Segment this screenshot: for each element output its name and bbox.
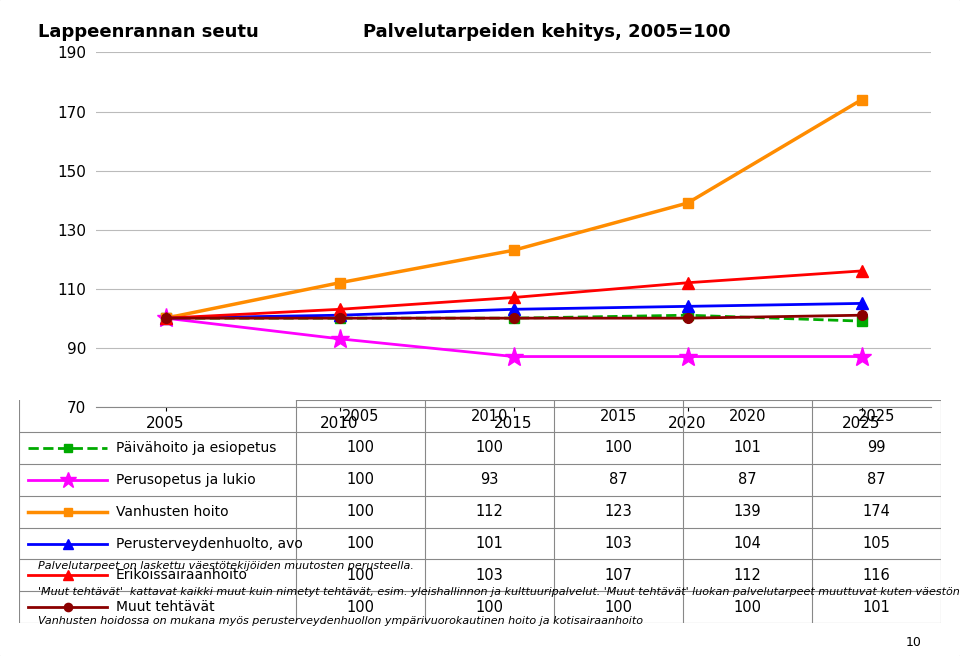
Text: Lappeenrannan seutu: Lappeenrannan seutu bbox=[38, 23, 259, 41]
Text: Päivähoito ja esiopetus: Päivähoito ja esiopetus bbox=[116, 441, 276, 455]
Text: Vanhusten hoito: Vanhusten hoito bbox=[116, 504, 228, 519]
Text: 104: 104 bbox=[733, 536, 761, 551]
Text: 100: 100 bbox=[347, 568, 374, 583]
Text: 100: 100 bbox=[475, 440, 503, 455]
Text: 103: 103 bbox=[475, 568, 503, 583]
Text: 101: 101 bbox=[733, 440, 761, 455]
Text: Palvelutarpeiden kehitys, 2005=100: Palvelutarpeiden kehitys, 2005=100 bbox=[364, 23, 731, 41]
Text: Erikoissairaanhoito: Erikoissairaanhoito bbox=[116, 568, 248, 583]
Text: 100: 100 bbox=[347, 504, 374, 519]
Text: 'Muut tehtävät'  kattavat kaikki muut kuin nimetyt tehtävät, esim. yleishallinno: 'Muut tehtävät' kattavat kaikki muut kui… bbox=[38, 587, 960, 597]
Text: 2025: 2025 bbox=[857, 409, 895, 424]
Text: 123: 123 bbox=[605, 504, 632, 519]
Text: 2020: 2020 bbox=[729, 409, 766, 424]
Text: Perusopetus ja lukio: Perusopetus ja lukio bbox=[116, 473, 255, 487]
Text: 2015: 2015 bbox=[600, 409, 636, 424]
Text: 101: 101 bbox=[862, 600, 890, 615]
Text: 139: 139 bbox=[733, 504, 761, 519]
Text: 100: 100 bbox=[733, 600, 761, 615]
Text: 100: 100 bbox=[347, 600, 374, 615]
Text: 116: 116 bbox=[862, 568, 890, 583]
Text: 112: 112 bbox=[733, 568, 761, 583]
Text: 100: 100 bbox=[604, 600, 633, 615]
Text: 100: 100 bbox=[475, 600, 503, 615]
Text: 105: 105 bbox=[862, 536, 890, 551]
Text: Muut tehtävät: Muut tehtävät bbox=[116, 600, 215, 614]
Text: 99: 99 bbox=[867, 440, 885, 455]
Text: Palvelutarpeet on laskettu väestötekijöiden muutosten perusteella.: Palvelutarpeet on laskettu väestötekijöi… bbox=[38, 561, 415, 571]
Text: 174: 174 bbox=[862, 504, 890, 519]
Text: 87: 87 bbox=[867, 472, 886, 487]
Text: 2005: 2005 bbox=[342, 409, 379, 424]
Text: 100: 100 bbox=[604, 440, 633, 455]
Text: 87: 87 bbox=[738, 472, 756, 487]
Text: 101: 101 bbox=[475, 536, 503, 551]
Text: 2010: 2010 bbox=[470, 409, 508, 424]
Text: 103: 103 bbox=[605, 536, 632, 551]
Text: 112: 112 bbox=[475, 504, 503, 519]
Text: 100: 100 bbox=[347, 472, 374, 487]
Text: 107: 107 bbox=[604, 568, 633, 583]
Text: Vanhusten hoidossa on mukana myös perusterveydenhuollon ympärivuorokautinen hoit: Vanhusten hoidossa on mukana myös perust… bbox=[38, 617, 643, 626]
Text: 100: 100 bbox=[347, 536, 374, 551]
Text: 100: 100 bbox=[347, 440, 374, 455]
Text: 93: 93 bbox=[480, 472, 498, 487]
Text: 10: 10 bbox=[905, 636, 922, 649]
Text: Perusterveydenhuolto, avo: Perusterveydenhuolto, avo bbox=[116, 537, 302, 550]
Text: 87: 87 bbox=[609, 472, 628, 487]
